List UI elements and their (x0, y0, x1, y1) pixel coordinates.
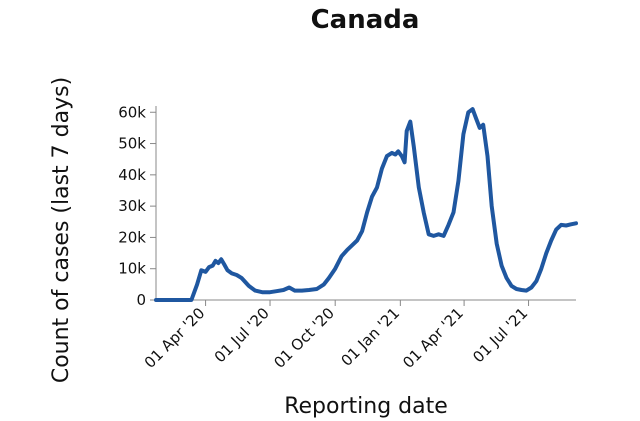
y-tick-label: 20k (118, 228, 146, 246)
y-axis-title: Count of cases (last 7 days) (49, 77, 74, 383)
chart-title: Canada (311, 5, 420, 35)
y-tick-label: 40k (118, 166, 146, 184)
y-tick-label: 30k (118, 197, 146, 215)
x-tick-label: 01 Apr '21 (399, 304, 467, 372)
x-tick-label: 01 Jan '21 (337, 304, 403, 370)
x-tick-label: 01 Jul '20 (211, 304, 273, 366)
y-tick-label: 10k (118, 260, 146, 278)
y-tick-label: 50k (118, 135, 146, 153)
y-tick-label: 60k (118, 103, 146, 121)
x-tick-label: 01 Jul '21 (469, 304, 531, 366)
y-axis: 0 10k 20k 30k 40k 50k 60k (118, 103, 157, 309)
y-tick-label: 0 (136, 291, 146, 309)
x-tick-label: 01 Oct '20 (270, 304, 338, 372)
x-axis-title: Reporting date (284, 394, 448, 419)
series-line (154, 107, 578, 302)
x-tick-label: 01 Apr '20 (141, 304, 209, 372)
